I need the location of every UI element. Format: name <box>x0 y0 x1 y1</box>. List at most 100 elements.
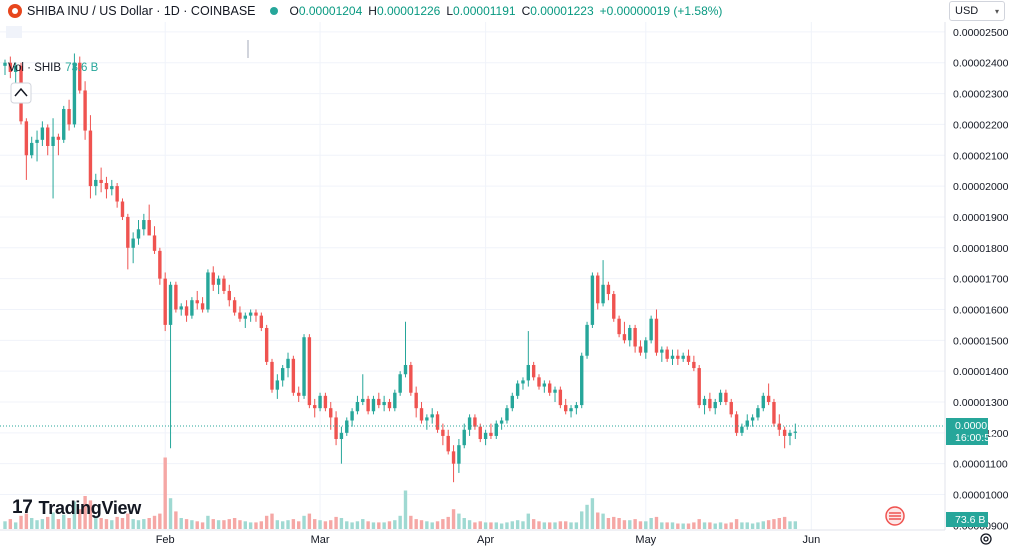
candle <box>435 414 440 430</box>
volume-bar <box>489 522 493 529</box>
close-value: 0.00001223 <box>530 4 594 18</box>
volume-bar <box>729 522 733 529</box>
candle <box>547 383 552 393</box>
tradingview-logo[interactable]: 17 TradingView <box>12 497 141 519</box>
volume-bar <box>681 523 685 529</box>
volume-bars <box>3 457 798 529</box>
candle <box>280 368 285 381</box>
volume-bar <box>168 498 173 529</box>
candle <box>756 408 760 418</box>
volume-bar <box>633 519 637 529</box>
candle <box>232 300 237 313</box>
volume-bar <box>184 519 189 529</box>
candle <box>601 284 605 304</box>
candle <box>686 355 691 362</box>
candle <box>521 380 525 384</box>
candle <box>72 62 77 125</box>
gear-icon[interactable] <box>978 531 994 547</box>
volume-bar <box>612 516 616 529</box>
candle <box>195 300 199 304</box>
candle <box>654 318 659 353</box>
volume-bar <box>457 513 461 529</box>
time-tick-label: Feb <box>156 534 175 546</box>
candle <box>531 364 536 378</box>
volume-bar <box>270 513 274 529</box>
volume-bar <box>750 523 755 529</box>
volume-legend-value: 73.6 B <box>65 62 99 74</box>
volume-bar <box>441 519 445 529</box>
volume-bar <box>40 519 45 529</box>
candle <box>660 349 664 353</box>
chevron-down-icon: ▾ <box>994 6 999 16</box>
candle <box>8 62 13 72</box>
candle <box>361 398 365 402</box>
volume-bar <box>425 521 429 529</box>
volume-bar <box>238 520 242 529</box>
candle <box>782 429 787 436</box>
candle <box>788 432 792 436</box>
candle <box>120 201 125 217</box>
candle <box>158 250 162 279</box>
candle <box>222 278 226 291</box>
volume-bar <box>745 522 749 529</box>
currency-select[interactable]: USD ▾ <box>949 1 1005 21</box>
volume-bar <box>761 521 765 529</box>
candle <box>94 179 98 187</box>
candle <box>371 398 376 412</box>
volume-bar <box>387 521 392 529</box>
volume-bar <box>200 522 205 529</box>
volume-bar <box>580 511 584 529</box>
volume-bar <box>558 521 563 529</box>
volume-bar <box>313 519 317 529</box>
candle <box>580 355 584 406</box>
volume-bar <box>676 523 680 529</box>
candle <box>414 392 418 409</box>
candle <box>126 216 130 248</box>
candle <box>766 395 771 402</box>
market-status-icon <box>269 7 278 15</box>
candle <box>291 358 296 393</box>
close-label: C <box>521 4 531 18</box>
volume-bar <box>564 521 568 529</box>
scroll-handle-icon[interactable] <box>6 26 249 58</box>
volume-bar <box>297 521 301 529</box>
candle <box>499 420 504 424</box>
candle <box>665 349 669 359</box>
volume-bar <box>78 509 82 529</box>
time-axis[interactable]: Feb Mar Apr May Jun <box>156 534 820 546</box>
collapse-icon[interactable] <box>10 82 32 104</box>
volume-bar <box>713 523 717 529</box>
price-axis[interactable]: 0.000010000.000011000.000012000.00001300… <box>953 27 1009 532</box>
candle <box>734 414 739 433</box>
candle <box>425 417 429 421</box>
candle <box>718 392 723 402</box>
volume-bar <box>371 522 376 529</box>
candle <box>740 426 744 433</box>
currency-label: USD <box>955 5 979 17</box>
volume-bar <box>510 521 514 529</box>
volume-bar <box>115 516 119 529</box>
volume-bar <box>232 518 237 529</box>
open-value: 0.00001204 <box>298 4 363 18</box>
candle <box>345 420 349 433</box>
volume-bar <box>451 509 456 529</box>
symbol-title[interactable]: SHIBA INU / US Dollar · 1D · COINBASE <box>27 4 256 18</box>
flag-icon[interactable] <box>885 506 905 526</box>
candle <box>526 364 531 381</box>
volume-bar <box>660 522 664 529</box>
price-tick-label: 0.00001500 <box>953 335 1009 347</box>
volume-bar <box>56 519 61 529</box>
price-tick-label: 0.00001000 <box>953 490 1009 502</box>
candle <box>238 312 242 319</box>
volume-bar <box>206 515 210 529</box>
candle <box>489 432 493 436</box>
candle <box>393 392 397 409</box>
candle <box>254 312 258 316</box>
volume-bar <box>302 515 306 529</box>
volume-bar <box>670 522 675 529</box>
volume-bar <box>158 513 162 529</box>
volume-bar <box>622 520 627 529</box>
candle <box>398 374 402 393</box>
candle <box>211 272 215 285</box>
